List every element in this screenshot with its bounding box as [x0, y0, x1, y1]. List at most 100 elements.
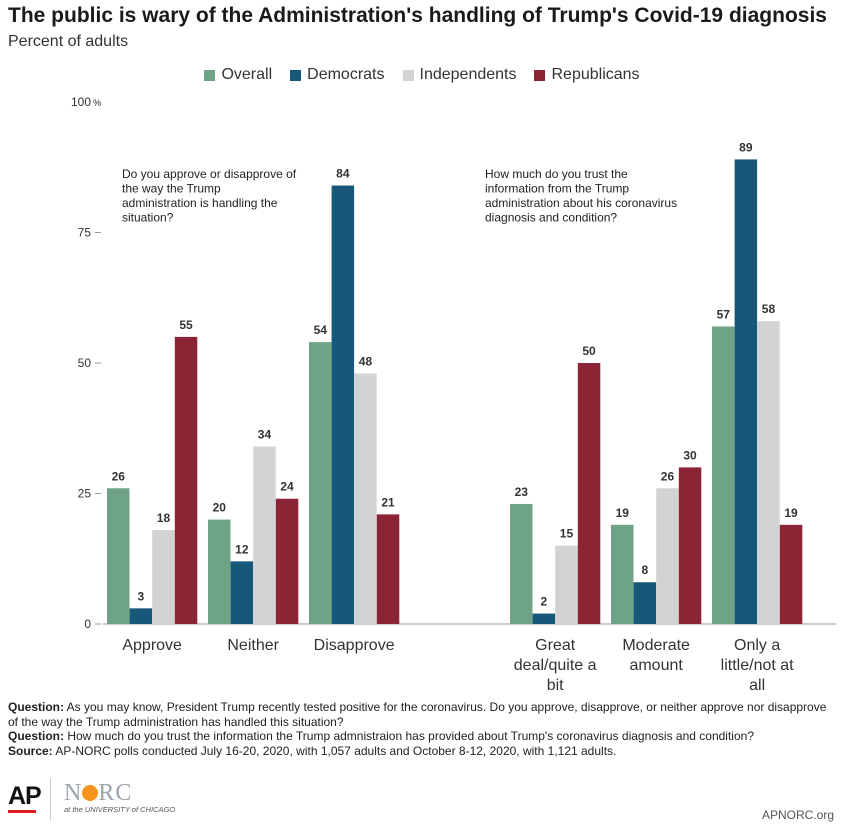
chart-title: The public is wary of the Administration… [8, 4, 827, 27]
chart-subtitle: Percent of adults [8, 33, 129, 50]
data-label-neither-democrats: 12 [235, 542, 249, 556]
y-axis-unit: % [93, 98, 101, 108]
legend-swatch-democrats [290, 69, 302, 81]
bar-moderate-amount-independents [656, 488, 679, 624]
x-tick-label-only-a-little-not-at-all-line-1: Only a [734, 637, 780, 654]
norc-logo-subtitle: at the UNIVERSITY of CHICAGO [64, 805, 176, 814]
bar-neither-democrats [230, 561, 254, 624]
data-label-disapprove-democrats: 84 [336, 167, 350, 181]
note-source-text: AP-NORC polls conducted July 16-20, 2020… [52, 743, 617, 758]
note-question-1-label: Question: [8, 700, 64, 714]
legend-item-independents: Independents [402, 66, 517, 84]
legend-label-republicans: Republicans [551, 66, 640, 83]
data-label-neither-overall: 20 [213, 501, 227, 515]
bar-great-deal-quite-a-bit-democrats [532, 613, 556, 624]
data-label-disapprove-independents: 48 [359, 354, 373, 368]
question-annotation-1-line-2: the way the Trump [122, 182, 221, 196]
data-label-disapprove-republicans: 21 [381, 495, 395, 509]
legend-item-democrats: Democrats [290, 66, 385, 84]
norc-logo-left: N [64, 780, 83, 806]
x-tick-label-only-a-little-not-at-all-line-2: little/not at [721, 657, 794, 674]
ap-logo: AP [8, 782, 42, 810]
bar-approve-republicans [174, 336, 198, 624]
x-tick-label-moderate-amount-line-2: amount [629, 657, 683, 674]
x-tick-label-neither: Neither [227, 637, 279, 654]
data-label-approve-democrats: 3 [138, 589, 145, 603]
bar-great-deal-quite-a-bit-independents [555, 545, 578, 624]
bar-disapprove-overall [309, 342, 332, 624]
y-tick-label-50: 50 [78, 356, 92, 370]
note-source-label: Source: [8, 743, 53, 758]
bar-neither-republicans [275, 498, 299, 624]
data-label-neither-independents: 34 [258, 428, 272, 442]
norc-logo-right: RC [98, 780, 133, 806]
x-tick-label-moderate-amount-line-1: Moderate [622, 637, 690, 654]
data-label-approve-independents: 18 [157, 511, 171, 525]
x-tick-label-approve: Approve [122, 637, 182, 654]
data-label-great-deal-quite-a-bit-democrats: 2 [541, 595, 548, 609]
bar-chart: 0 25 50 75 100 % Do you approve or disapprove … [71, 95, 836, 694]
question-annotation-1-line-3: administration is handling the [122, 196, 278, 210]
x-tick-label-only-a-little-not-at-all-line-3: all [749, 677, 765, 694]
x-tick-label-great-deal-quite-a-bit-line-3: bit [547, 677, 564, 694]
bar-approve-independents [152, 530, 175, 624]
bar-moderate-amount-republicans [678, 467, 702, 624]
legend-item-overall: Overall [204, 66, 272, 84]
bar-neither-independents [253, 446, 276, 624]
data-label-great-deal-quite-a-bit-republicans: 50 [582, 344, 596, 358]
legend-item-republicans: Republicans [534, 66, 640, 84]
bar-great-deal-quite-a-bit-overall [510, 503, 533, 624]
data-label-approve-overall: 26 [112, 469, 126, 483]
data-label-great-deal-quite-a-bit-independents: 15 [560, 527, 574, 541]
bar-only-a-little-not-at-all-independents [757, 321, 780, 624]
bar-only-a-little-not-at-all-republicans [779, 524, 803, 624]
bar-disapprove-republicans [376, 514, 400, 624]
data-label-moderate-amount-republicans: 30 [683, 448, 697, 462]
legend: Overall Democrats Independents Republica… [0, 66, 844, 84]
x-tick-label-disapprove: Disapprove [314, 637, 395, 654]
data-label-moderate-amount-independents: 26 [661, 469, 675, 483]
bar-only-a-little-not-at-all-overall [712, 326, 735, 624]
footer-divider [50, 778, 51, 820]
note-question-2-text: How much do you trust the information th… [64, 729, 754, 743]
data-label-only-a-little-not-at-all-republicans: 19 [784, 506, 798, 520]
bar-great-deal-quite-a-bit-republicans [577, 363, 601, 624]
question-annotation-1-line-4: situation? [122, 211, 174, 225]
data-label-only-a-little-not-at-all-overall: 57 [717, 307, 731, 321]
chart-notes: Question: As you may know, President Tru… [8, 700, 836, 758]
y-tick-label-0: 0 [84, 617, 91, 631]
legend-swatch-overall [204, 69, 216, 81]
question-annotation-2-line-1: How much do you trust the [485, 167, 628, 181]
x-tick-label-great-deal-quite-a-bit-line-2: deal/quite a [514, 657, 597, 674]
site-link[interactable]: APNORC.org [761, 808, 834, 822]
bar-moderate-amount-overall [611, 524, 634, 624]
y-tick-label-25: 25 [78, 487, 92, 501]
bar-neither-overall [208, 519, 231, 624]
question-annotation-2-line-3: administration about his coronavirus [485, 196, 677, 210]
y-tick-label-100: 100 [71, 95, 91, 109]
question-annotation-2-line-2: information from the Trump [485, 182, 629, 196]
data-label-moderate-amount-democrats: 8 [642, 563, 649, 577]
bar-disapprove-independents [354, 373, 377, 624]
note-question-1-text: As you may know, President Trump recentl… [8, 700, 827, 729]
legend-label-overall: Overall [221, 66, 273, 83]
question-annotation-2-line-4: diagnosis and condition? [485, 211, 617, 225]
question-annotation-1-line-1: Do you approve or disapprove of [122, 167, 297, 181]
data-label-disapprove-overall: 54 [314, 323, 328, 337]
bar-moderate-amount-democrats [633, 582, 657, 624]
data-label-moderate-amount-overall: 19 [616, 506, 630, 520]
note-question-1: Question: As you may know, President Tru… [8, 700, 836, 729]
note-question-2: Question: How much do you trust the info… [8, 729, 836, 744]
data-label-great-deal-quite-a-bit-overall: 23 [515, 485, 529, 499]
legend-label-independents: Independents [419, 66, 517, 83]
ap-logo-bar [8, 810, 36, 813]
legend-swatch-independents [402, 69, 414, 81]
bar-approve-democrats [129, 608, 153, 624]
note-question-2-label: Question: [8, 729, 64, 743]
norc-logo: N RC at the UNIVERSITY of CHICAGO [64, 780, 175, 814]
y-tick-label-75: 75 [78, 226, 92, 240]
data-label-only-a-little-not-at-all-independents: 58 [762, 302, 776, 316]
data-label-approve-republicans: 55 [179, 318, 193, 332]
bar-approve-overall [107, 488, 130, 624]
legend-label-democrats: Democrats [307, 66, 385, 83]
